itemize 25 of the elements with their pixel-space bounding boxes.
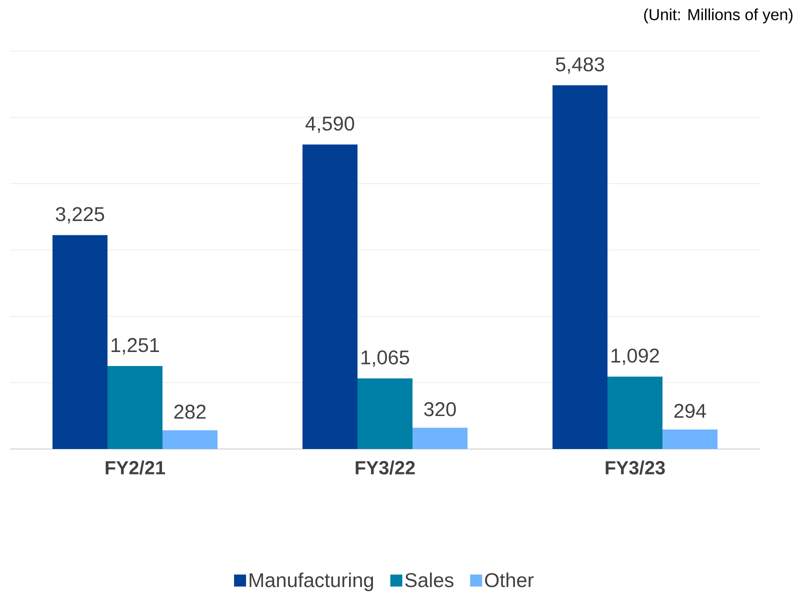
bar <box>662 429 718 449</box>
x-tick-label: FY3/23 <box>606 460 665 475</box>
bar <box>162 430 218 449</box>
x-tick-label: FY3/22 <box>356 460 415 475</box>
data-label: 1,065 <box>362 350 410 367</box>
bar <box>552 85 608 449</box>
data-label: 5,483 <box>556 57 604 74</box>
data-label: 4,590 <box>306 116 354 134</box>
text: (Unit: Millions of yen) <box>644 8 792 24</box>
legend-label: Manufacturing <box>250 572 374 592</box>
data-label: 1,092 <box>612 348 659 366</box>
data-label: 3,225 <box>56 207 104 224</box>
data-label: 282 <box>174 404 206 419</box>
data-label: 1,251 <box>112 338 159 354</box>
data-label: 294 <box>674 404 706 418</box>
bar <box>52 235 108 449</box>
x-tick-label: FY2/21 <box>106 460 165 475</box>
bar <box>302 144 358 449</box>
legend-label: Other <box>485 572 534 588</box>
legend-label: Sales <box>405 572 454 588</box>
data-label: 320 <box>424 402 456 416</box>
bar <box>358 378 413 449</box>
bar <box>608 376 663 449</box>
bar <box>412 428 468 449</box>
bar <box>108 366 162 449</box>
